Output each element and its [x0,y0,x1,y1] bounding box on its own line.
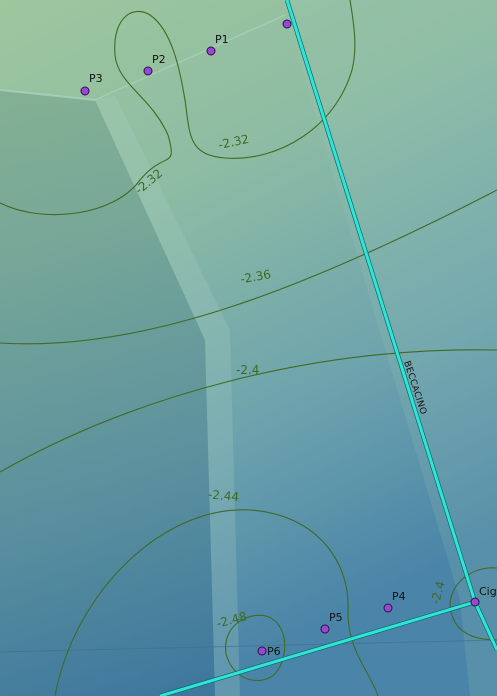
field-edge [94,14,286,101]
svg-text:P2: P2 [152,53,166,66]
contour-label: -2.4 [236,363,259,377]
contour-label: -2.4 [428,580,448,606]
survey-point[interactable]: P2 [143,53,166,76]
field-edge [0,639,497,653]
contour-line [449,567,497,641]
survey-point[interactable]: P1 [206,33,229,56]
road-cross[interactable] [159,599,476,696]
survey-point[interactable] [282,19,292,29]
contour-line [225,614,286,682]
right-field [285,0,497,696]
svg-text:P4: P4 [392,590,406,603]
contour-label: -2.44 [207,487,239,504]
field-edge [0,89,96,101]
svg-text:P6: P6 [267,645,281,658]
survey-point[interactable]: P3 [80,72,103,96]
light-field-strip [95,95,240,696]
svg-text:P1: P1 [215,33,229,46]
svg-text:P5: P5 [329,611,343,624]
survey-point[interactable]: Cig [470,585,497,607]
contour-label: -2.36 [239,267,272,286]
svg-text:Cig: Cig [479,585,497,598]
contour-label: -2.32 [217,132,250,152]
dark-field-strip [0,90,215,696]
contour-line [54,509,379,696]
contour-line [0,0,356,216]
svg-text:P3: P3 [89,72,103,85]
survey-point[interactable]: P6 [257,645,281,658]
survey-point[interactable]: P4 [383,590,406,613]
survey-point[interactable]: P5 [320,611,343,634]
contour-line [0,189,497,345]
contour-line [0,349,497,473]
